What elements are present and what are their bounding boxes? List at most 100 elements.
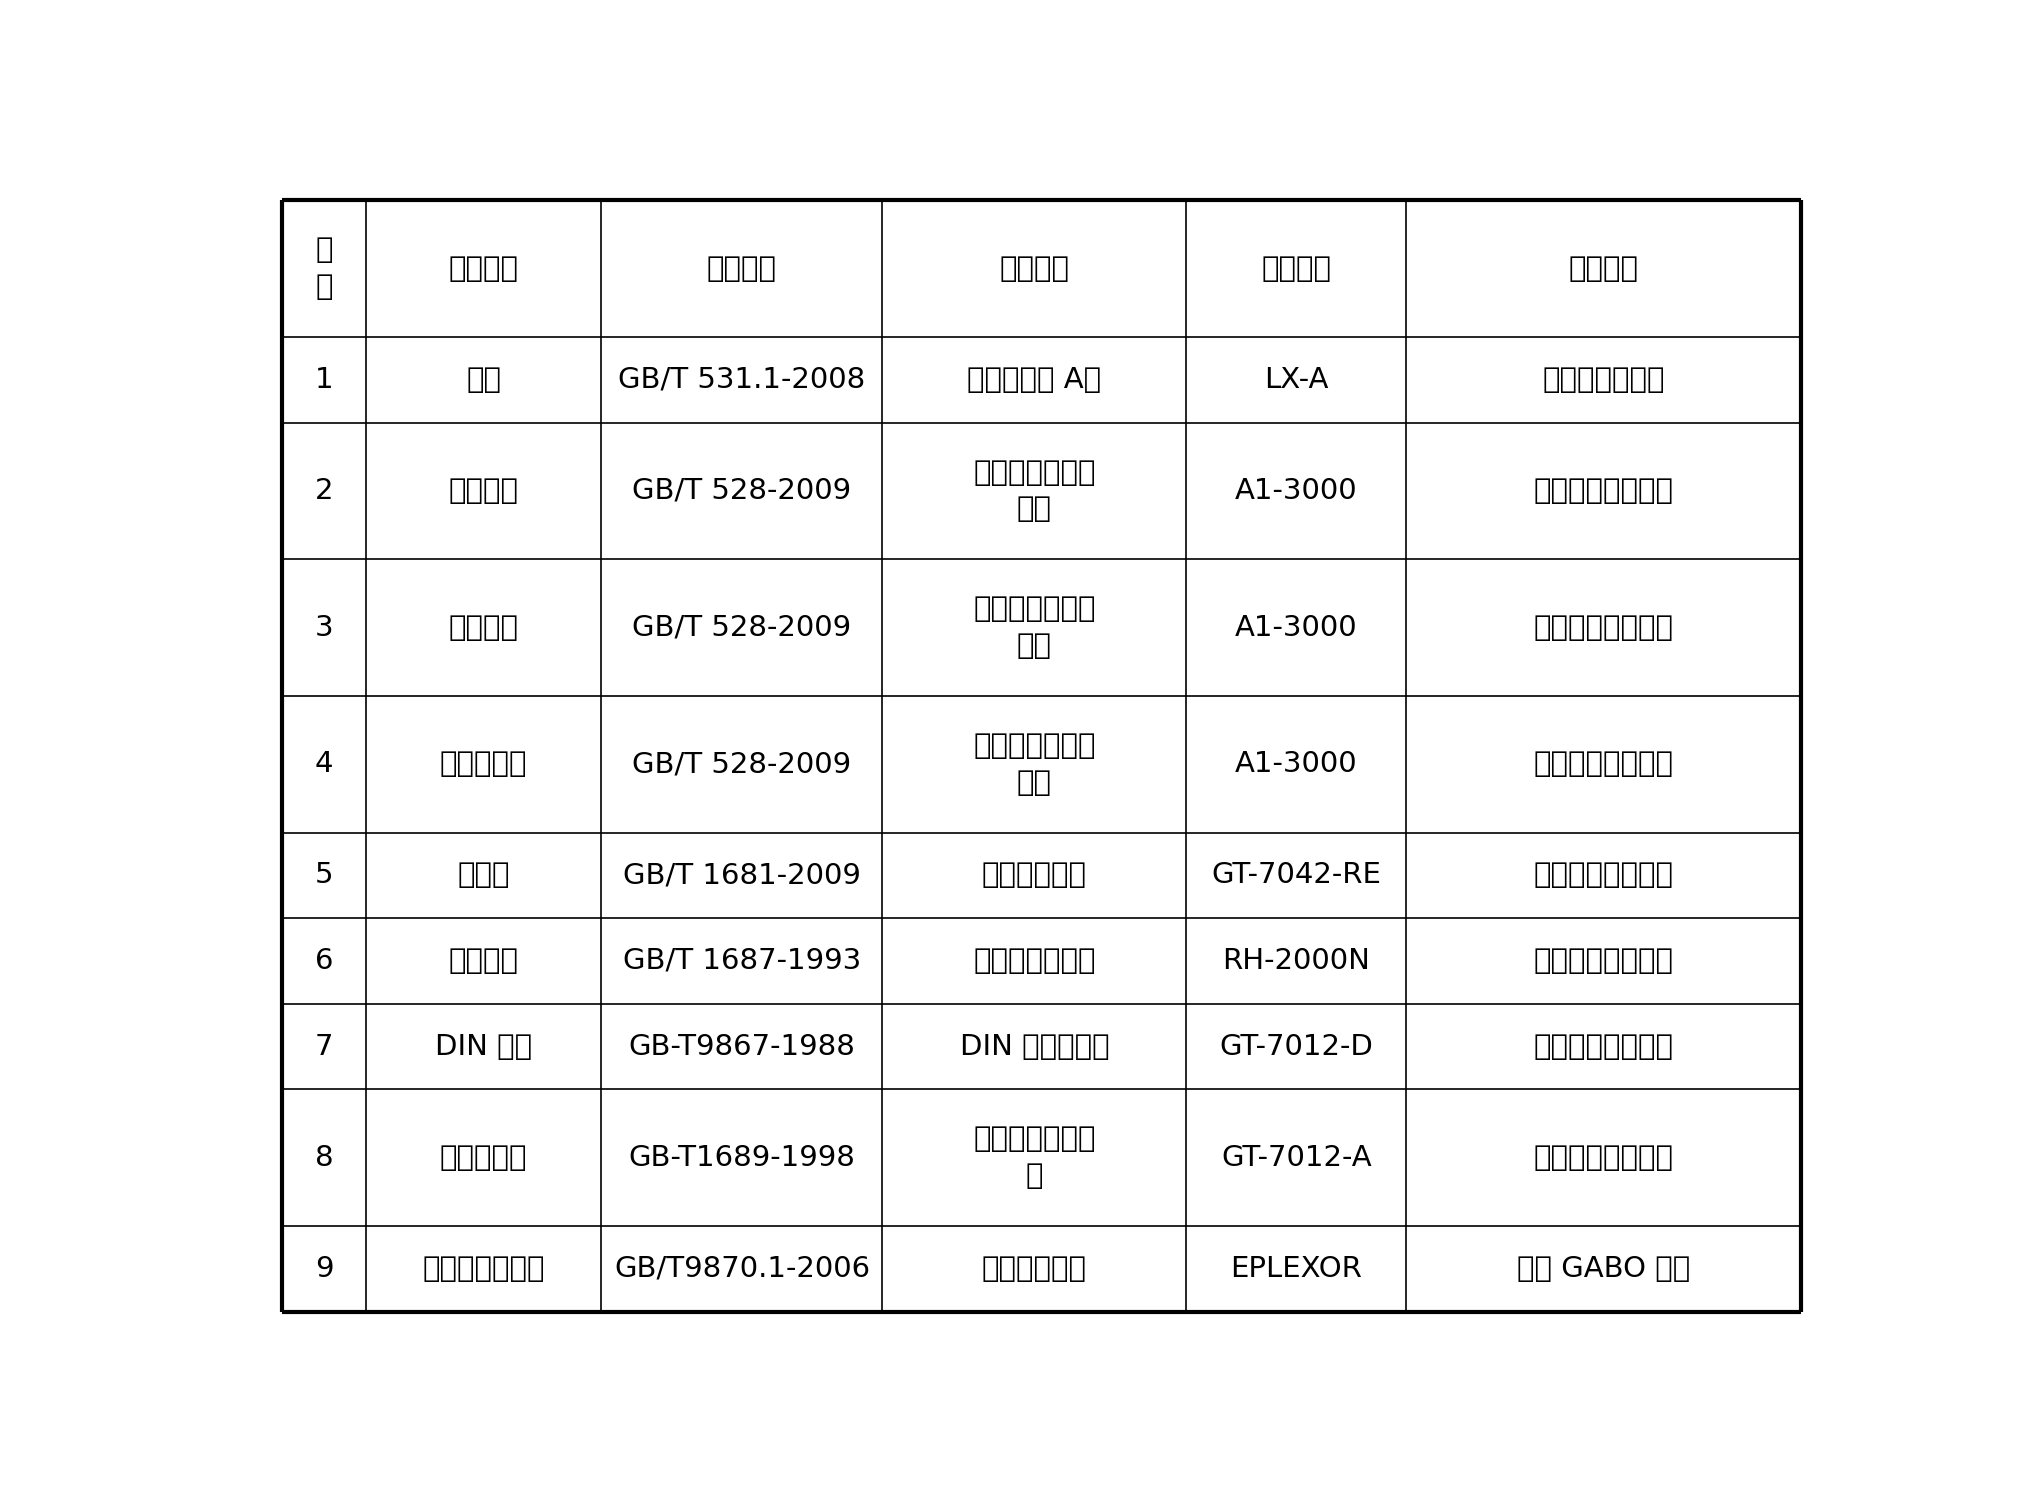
Bar xyxy=(1185,1004,1406,1090)
Text: 压缩生热试验机: 压缩生热试验机 xyxy=(973,948,1095,975)
Bar xyxy=(366,832,601,918)
Bar xyxy=(601,560,882,696)
Bar xyxy=(1185,918,1406,1004)
Text: GT-7042-RE: GT-7042-RE xyxy=(1211,861,1380,889)
Text: 4: 4 xyxy=(315,750,333,778)
Text: 伺服控制拉力实
验机: 伺服控制拉力实 验机 xyxy=(973,732,1095,796)
Bar xyxy=(1406,1090,1800,1226)
Text: 序
号: 序 号 xyxy=(315,237,333,301)
Text: 动态粘弹谱仪: 动态粘弹谱仪 xyxy=(981,1254,1087,1283)
Bar xyxy=(1185,1090,1406,1226)
Text: 高铁检测仪器公司: 高铁检测仪器公司 xyxy=(1532,861,1672,889)
Bar xyxy=(1185,1226,1406,1311)
Bar xyxy=(601,1004,882,1090)
Bar xyxy=(1185,832,1406,918)
Text: 高铁检测仪器公司: 高铁检测仪器公司 xyxy=(1532,478,1672,504)
Text: 高铁检测仪器公司: 高铁检测仪器公司 xyxy=(1532,948,1672,975)
Text: 动态粘弹性试验: 动态粘弹性试验 xyxy=(423,1254,545,1283)
Text: 8: 8 xyxy=(315,1144,333,1172)
Text: 3: 3 xyxy=(315,614,333,642)
Text: 拉伸强度: 拉伸强度 xyxy=(449,478,518,504)
Text: 疲劳生热: 疲劳生热 xyxy=(449,948,518,975)
Bar xyxy=(282,1090,366,1226)
Bar xyxy=(882,1090,1185,1226)
Bar xyxy=(882,201,1185,337)
Bar xyxy=(601,1090,882,1226)
Text: GB/T 1681-2009: GB/T 1681-2009 xyxy=(622,861,860,889)
Text: RH-2000N: RH-2000N xyxy=(1221,948,1370,975)
Bar xyxy=(882,832,1185,918)
Bar xyxy=(282,696,366,832)
Bar xyxy=(882,696,1185,832)
Text: 9: 9 xyxy=(315,1254,333,1283)
Bar xyxy=(366,918,601,1004)
Bar xyxy=(282,918,366,1004)
Bar xyxy=(366,1090,601,1226)
Text: 高铁检测仪器公司: 高铁检测仪器公司 xyxy=(1532,1033,1672,1060)
Text: DIN 磨耗: DIN 磨耗 xyxy=(435,1033,532,1060)
Bar xyxy=(366,337,601,422)
Text: 7: 7 xyxy=(315,1033,333,1060)
Text: 德国 GABO 公司: 德国 GABO 公司 xyxy=(1516,1254,1691,1283)
Text: 高铁检测仪器公司: 高铁检测仪器公司 xyxy=(1532,1144,1672,1172)
Text: GB-T9867-1988: GB-T9867-1988 xyxy=(628,1033,855,1060)
Text: 高铁检测仪器公司: 高铁检测仪器公司 xyxy=(1532,614,1672,642)
Bar xyxy=(366,1226,601,1311)
Text: DIN 磨耗试验机: DIN 磨耗试验机 xyxy=(959,1033,1109,1060)
Bar xyxy=(282,201,366,337)
Text: 1: 1 xyxy=(315,365,333,394)
Bar xyxy=(282,337,366,422)
Bar xyxy=(1406,696,1800,832)
Bar xyxy=(282,1226,366,1311)
Text: 上海六菱仪器厂: 上海六菱仪器厂 xyxy=(1542,365,1664,394)
Text: 撕裂强度: 撕裂强度 xyxy=(449,614,518,642)
Text: LX-A: LX-A xyxy=(1264,365,1327,394)
Text: 测试项目: 测试项目 xyxy=(449,254,518,283)
Text: GB/T 528-2009: GB/T 528-2009 xyxy=(632,750,851,778)
Text: A1-3000: A1-3000 xyxy=(1233,750,1357,778)
Bar xyxy=(601,1226,882,1311)
Text: 伺服控制拉力实
验机: 伺服控制拉力实 验机 xyxy=(973,596,1095,660)
Text: GB/T 531.1-2008: GB/T 531.1-2008 xyxy=(618,365,866,394)
Bar xyxy=(882,560,1185,696)
Bar xyxy=(366,422,601,560)
Text: 设备名称: 设备名称 xyxy=(1000,254,1069,283)
Text: 阿克隆磨耗: 阿克隆磨耗 xyxy=(439,1144,526,1172)
Bar xyxy=(882,1004,1185,1090)
Text: 生产厂家: 生产厂家 xyxy=(1569,254,1638,283)
Bar xyxy=(1406,201,1800,337)
Text: 规格型号: 规格型号 xyxy=(1260,254,1331,283)
Bar xyxy=(601,696,882,832)
Text: 阿克隆磨耗试验
机: 阿克隆磨耗试验 机 xyxy=(973,1126,1095,1190)
Bar xyxy=(282,832,366,918)
Text: GB/T 528-2009: GB/T 528-2009 xyxy=(632,614,851,642)
Bar xyxy=(1406,422,1800,560)
Bar xyxy=(282,1004,366,1090)
Bar xyxy=(282,560,366,696)
Bar xyxy=(1185,560,1406,696)
Bar xyxy=(1406,832,1800,918)
Text: 回弹性测试仪: 回弹性测试仪 xyxy=(981,861,1087,889)
Bar xyxy=(1406,1004,1800,1090)
Bar xyxy=(601,337,882,422)
Bar xyxy=(882,422,1185,560)
Bar xyxy=(366,201,601,337)
Bar xyxy=(601,201,882,337)
Text: GB/T9870.1-2006: GB/T9870.1-2006 xyxy=(614,1254,870,1283)
Text: 回弹性: 回弹性 xyxy=(457,861,510,889)
Bar xyxy=(601,918,882,1004)
Bar xyxy=(1185,422,1406,560)
Bar xyxy=(601,832,882,918)
Bar xyxy=(366,1004,601,1090)
Text: GT-7012-A: GT-7012-A xyxy=(1221,1144,1372,1172)
Bar xyxy=(882,1226,1185,1311)
Bar xyxy=(366,560,601,696)
Bar xyxy=(1185,201,1406,337)
Bar xyxy=(882,918,1185,1004)
Bar xyxy=(1406,337,1800,422)
Bar xyxy=(366,696,601,832)
Text: GT-7012-D: GT-7012-D xyxy=(1219,1033,1372,1060)
Text: 测试标准: 测试标准 xyxy=(707,254,776,283)
Text: GB/T 528-2009: GB/T 528-2009 xyxy=(632,478,851,504)
Bar xyxy=(1185,696,1406,832)
